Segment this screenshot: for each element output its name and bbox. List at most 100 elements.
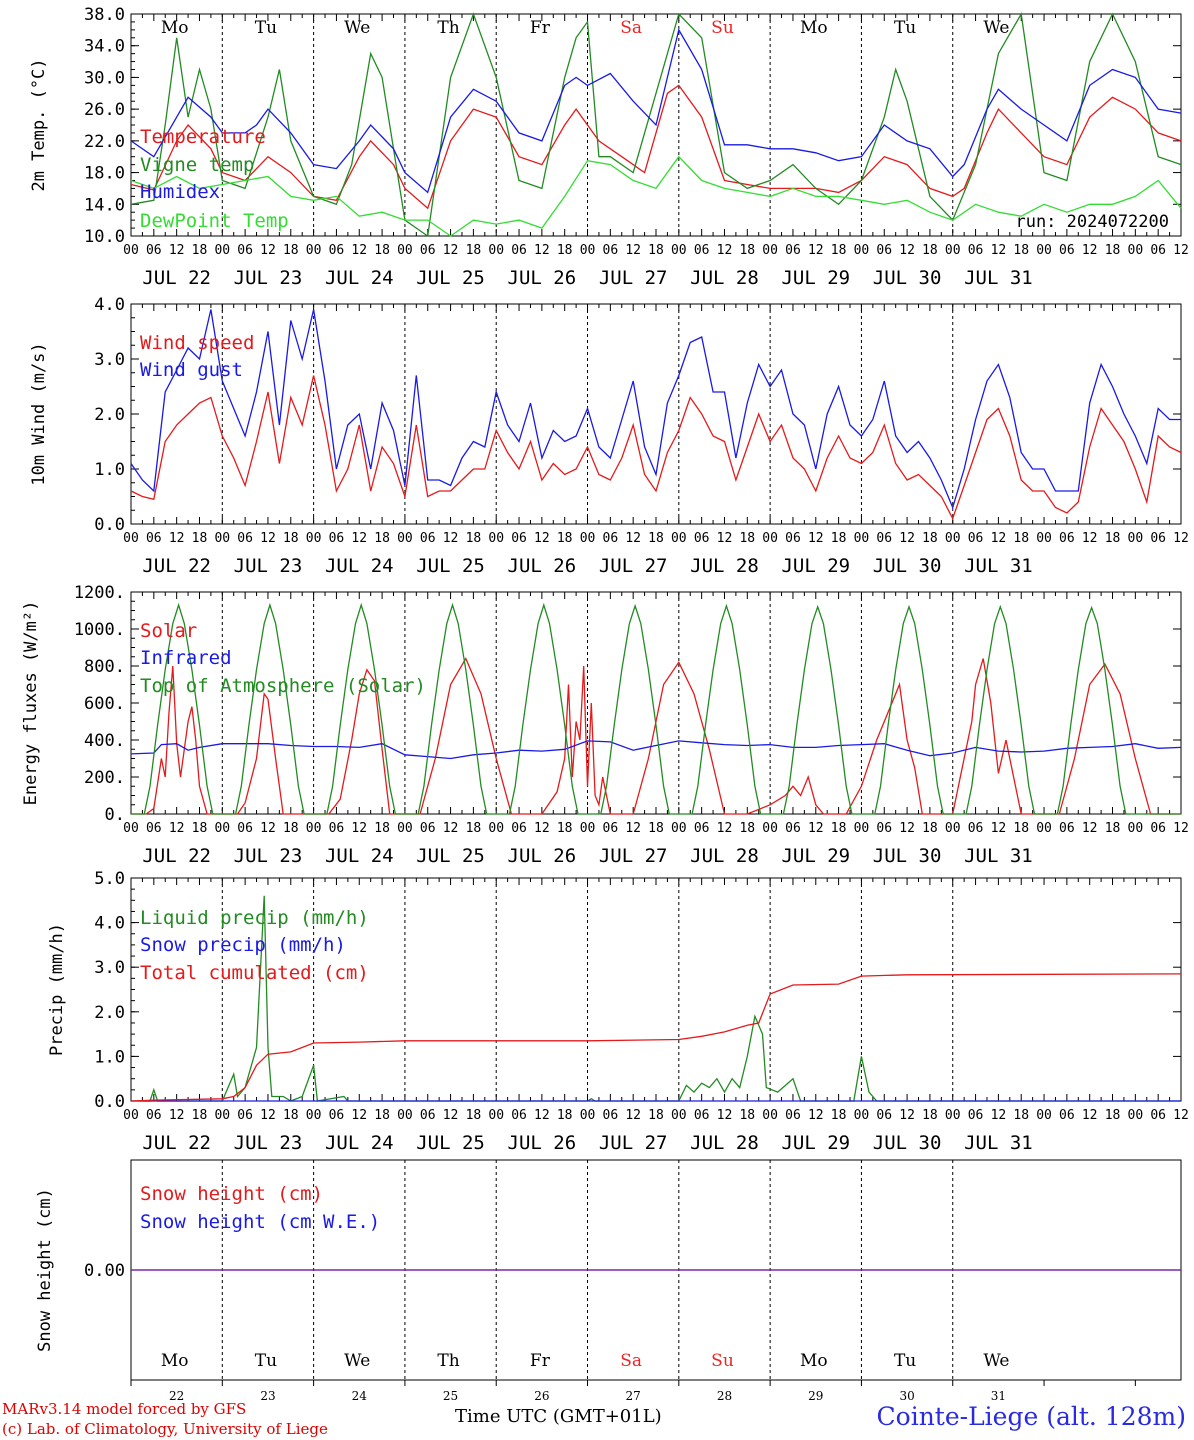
hour-tick-label: 00 [397,1108,413,1123]
hour-tick-label: 12 [443,531,459,546]
hour-tick-label: 00 [854,531,870,546]
y-axis-label: 10m Wind (m/s) [29,342,49,485]
y-tick-label: 1.0 [94,460,125,480]
hour-tick-label: 00 [1128,821,1144,836]
hour-tick-label: 12 [1082,531,1098,546]
hour-tick-label: 00 [671,531,687,546]
hour-tick-label: 18 [466,821,482,836]
hour-tick-label: 18 [283,531,299,546]
hour-tick-label: 00 [306,1108,322,1123]
date-label: JUL 22 [142,555,211,577]
hour-tick-label: 18 [557,243,573,258]
date-label: JUL 31 [964,845,1033,867]
hour-tick-label: 18 [557,821,573,836]
panel-4 [130,877,1182,1102]
plot-frame [130,591,1182,815]
date-label: JUL 29 [781,267,850,289]
hour-tick-label: 12 [717,1108,733,1123]
date-label: JUL 23 [234,1132,303,1154]
day-number: 26 [534,1389,549,1403]
hour-tick-label: 18 [192,243,208,258]
hour-tick-label: 00 [671,1108,687,1123]
hour-tick-label: 12 [534,1108,550,1123]
hour-tick-label: 18 [557,531,573,546]
day-number: 28 [717,1389,732,1403]
y-tick-label: 2.0 [94,405,125,425]
hour-tick-label: 12 [991,531,1007,546]
panel-2 [130,303,1182,525]
legend-entry: Wind gust [140,359,243,381]
y-tick-label: 1.0 [94,1047,125,1067]
hour-tick-label: 12 [899,531,915,546]
hour-tick-label: 18 [283,821,299,836]
hour-tick-label: 06 [785,1108,801,1123]
date-label: JUL 27 [599,267,668,289]
y-tick-label: 18.0 [84,164,125,184]
hour-tick-label: 00 [671,243,687,258]
hour-tick-label: 18 [831,1108,847,1123]
hour-tick-label: 00 [214,1108,230,1123]
hour-tick-label: 18 [1105,243,1121,258]
date-label: JUL 29 [781,1132,850,1154]
hour-tick-label: 06 [420,1108,436,1123]
hour-tick-label: 12 [808,1108,824,1123]
hour-tick-label: 00 [214,531,230,546]
hour-tick-label: 06 [876,821,892,836]
panel-3 [130,591,1182,815]
date-label: JUL 31 [964,555,1033,577]
weekday-label: Tu [894,1351,916,1371]
hour-tick-label: 18 [466,243,482,258]
hour-tick-label: 06 [329,243,345,258]
hour-tick-label: 00 [762,821,778,836]
hour-tick-label: 06 [694,1108,710,1123]
date-label: JUL 28 [690,267,759,289]
legend-entry: Snow height (cm W.E.) [140,1211,380,1233]
hour-tick-label: 18 [192,821,208,836]
hour-tick-label: 12 [169,821,185,836]
hour-tick-label: 12 [260,1108,276,1123]
y-tick-label: 4.0 [94,295,125,315]
hour-tick-label: 00 [214,243,230,258]
hour-tick-label: 12 [808,821,824,836]
hour-tick-label: 18 [1105,1108,1121,1123]
hour-tick-label: 00 [306,243,322,258]
hour-tick-label: 00 [580,821,596,836]
y-tick-label: 38.0 [84,5,125,25]
y-tick-label: 26.0 [84,100,125,120]
day-number: 29 [808,1389,823,1403]
weekday-label: Tu [894,18,916,38]
series-line-blue [130,28,1182,194]
weekday-label: Mo [161,1351,189,1371]
hour-tick-label: 06 [420,821,436,836]
weekday-label: Mo [800,18,828,38]
hour-tick-label: 12 [534,821,550,836]
station-name: Cointe-Liege (alt. 128m) [876,1402,1186,1431]
panel-5 [130,1159,1182,1386]
date-label: JUL 28 [690,555,759,577]
y-tick-label: 22.0 [84,132,125,152]
date-label: JUL 25 [416,1132,485,1154]
hour-tick-label: 12 [991,1108,1007,1123]
y-tick-label: 200. [84,768,125,788]
hour-tick-label: 18 [648,531,664,546]
credit-model: MARv3.14 model forced by GFS [2,1400,247,1418]
date-label: JUL 23 [234,555,303,577]
y-tick-label: 0.0 [94,1092,125,1112]
hour-tick-label: 00 [1036,531,1052,546]
series-line-red [130,84,1182,210]
hour-tick-label: 06 [876,531,892,546]
y-tick-label: 30.0 [84,68,125,88]
hour-tick-label: 06 [1059,243,1075,258]
date-label: JUL 25 [416,555,485,577]
hour-tick-label: 18 [739,1108,755,1123]
hour-tick-label: 00 [397,243,413,258]
hour-tick-label: 12 [443,821,459,836]
hour-tick-label: 18 [739,821,755,836]
date-label: JUL 25 [416,267,485,289]
date-label: JUL 26 [508,845,577,867]
date-label: JUL 22 [142,1132,211,1154]
date-label: JUL 24 [325,845,394,867]
hour-tick-label: 06 [1059,1108,1075,1123]
series-line-lightgreen [130,155,1182,237]
day-number: 31 [991,1389,1006,1403]
